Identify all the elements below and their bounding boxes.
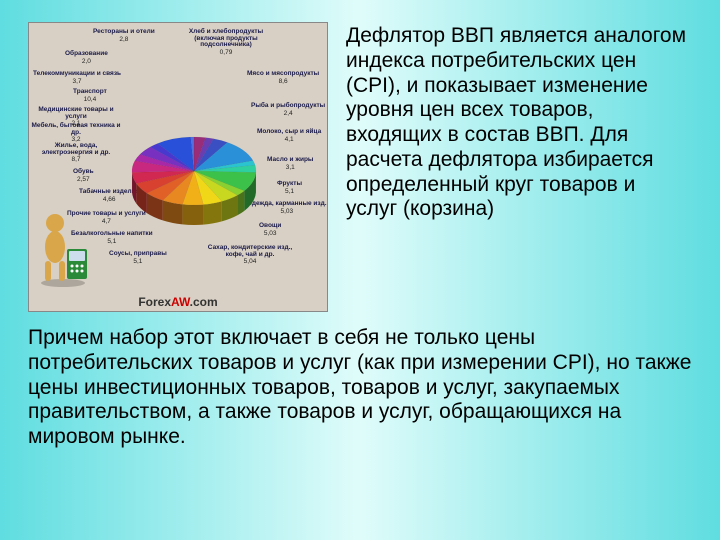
pie-label-name: Рестораны и отели [93,28,155,35]
pie-label: Мясо и мясопродукты 8,6 [247,71,319,85]
pie-label-value: 3,7 [33,79,121,86]
pie-label-name: Фрукты [277,180,302,187]
figurine-icon [35,209,91,287]
pie-label: Фрукты 5,1 [277,181,302,195]
pie-label-name: Медицинские товары и услуги [38,106,113,120]
pie-label-value: 2,8 [93,37,155,44]
pie-label: Рыба и рыбопродукты 2,4 [251,103,325,117]
pie-label: Сахар, кондитерские изд., кофе, чай и др… [205,245,295,266]
pie-label-name: Жилье, вода, электроэнергия и др. [42,142,111,156]
pie-label-name: Рыба и рыбопродукты [251,102,325,109]
pie-label: Обувь 2,57 [73,169,94,183]
credit-prefix: Forex [138,295,171,309]
pie-label-name: Сахар, кондитерские изд., кофе, чай и др… [208,244,292,258]
pie-label-value: 2,4 [251,111,325,118]
pie-label: Молоко, сыр и яйца 4,1 [257,129,321,143]
pie-label-value: 2,57 [73,177,94,184]
pie-label-name: Телекоммуникации и связь [33,70,121,77]
pie-slice-side [182,204,203,225]
credit-suffix: AW [171,295,190,309]
pie-label-name: Транспорт [73,88,107,95]
pie-label: Хлеб и хлебопродукты (включая продукты п… [181,29,271,56]
pie-label: Масло и жиры 3,1 [267,157,313,171]
credit-tld: .com [190,295,218,309]
pie-label-value: 0,79 [181,50,271,57]
pie-chart-figure: Рестораны и отели 2,8 Образование 2,0 Телеко… [28,22,328,312]
pie-label-value: 8,7 [31,157,121,164]
pie-label-name: Образование [65,50,108,57]
pie-label-value: 8,6 [247,79,319,86]
pie-label-value: 5,1 [109,259,167,266]
pie-chart [124,123,264,233]
pie-label-name: Молоко, сыр и яйца [257,128,321,135]
pie-label: Рестораны и отели 2,8 [93,29,155,43]
pie-label: Транспорт 10,4 [73,89,107,103]
right-paragraph: Дефлятор ВВП является аналогом индекса п… [346,22,692,312]
pie-label-value: 4,1 [257,137,321,144]
pie-label-value: 3,1 [267,165,313,172]
pie-slice-side [203,201,221,224]
pie-label-value: 10,4 [73,97,107,104]
pie-label-name: Соусы, приправы [109,250,167,257]
pie-label: Соусы, приправы 5,1 [109,251,167,265]
pie-label-value: 2,0 [65,59,108,66]
pie-label: Жилье, вода, электроэнергия и др.8,7 [31,143,121,164]
pie-label-name: Мебель, бытовая техника и др. [32,122,121,136]
pie-label-name: Мясо и мясопродукты [247,70,319,77]
pie-label-name: Обувь [73,168,94,175]
pie-label-name: Хлеб и хлебопродукты (включая продукты п… [189,28,263,48]
pie-label: Образование 2,0 [65,51,108,65]
pie-label: Мебель, бытовая техника и др.3,2 [31,123,121,144]
slide: Рестораны и отели 2,8 Образование 2,0 Телеко… [0,0,720,540]
pie-label-value: 5,04 [205,259,295,266]
top-row: Рестораны и отели 2,8 Образование 2,0 Телеко… [28,22,692,312]
image-credit: ForexAW.com [29,295,327,309]
pie-label-name: Масло и жиры [267,156,313,163]
pie-label: Телекоммуникации и связь 3,7 [33,71,121,85]
bottom-paragraph: Причем набор этот включает в себя не тол… [28,326,692,450]
pie-label-value: 5,1 [277,189,302,196]
